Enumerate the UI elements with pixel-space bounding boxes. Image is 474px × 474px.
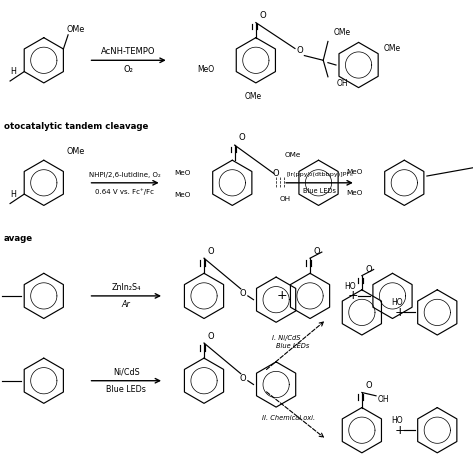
Text: Blue LEDs: Blue LEDs bbox=[303, 188, 336, 194]
Text: OMe: OMe bbox=[334, 28, 351, 37]
Text: HO: HO bbox=[344, 282, 356, 291]
Text: Blue LEDs: Blue LEDs bbox=[276, 343, 310, 349]
Text: O: O bbox=[314, 247, 320, 256]
Text: O: O bbox=[208, 332, 214, 341]
Text: OMe: OMe bbox=[384, 45, 401, 54]
Text: I. Ni/CdS: I. Ni/CdS bbox=[272, 335, 301, 341]
Text: O: O bbox=[208, 247, 214, 256]
Text: H: H bbox=[10, 67, 17, 76]
Text: MeO: MeO bbox=[346, 169, 363, 175]
Text: avage: avage bbox=[4, 234, 33, 243]
Text: [Ir(ppy)₂(dtbbpy)]PF₆: [Ir(ppy)₂(dtbbpy)]PF₆ bbox=[286, 172, 353, 177]
Text: O₂: O₂ bbox=[124, 65, 134, 74]
Text: AcNH-TEMPO: AcNH-TEMPO bbox=[101, 47, 156, 56]
Text: +: + bbox=[347, 290, 358, 302]
Text: OMe: OMe bbox=[245, 91, 262, 100]
Text: II. Chemical oxi.: II. Chemical oxi. bbox=[262, 415, 315, 421]
Text: O: O bbox=[365, 382, 372, 391]
Text: MeO: MeO bbox=[174, 170, 191, 176]
Text: MeO: MeO bbox=[174, 191, 191, 198]
Text: O: O bbox=[240, 289, 246, 298]
Text: ZnIn₂S₄: ZnIn₂S₄ bbox=[111, 283, 141, 292]
Text: O: O bbox=[296, 46, 303, 55]
Text: Ni/CdS: Ni/CdS bbox=[113, 368, 140, 377]
Text: MeO: MeO bbox=[346, 190, 363, 196]
Text: O: O bbox=[273, 169, 280, 178]
Text: OH: OH bbox=[280, 196, 291, 202]
Text: NHPI/2,6-lutidine, O₂: NHPI/2,6-lutidine, O₂ bbox=[89, 172, 161, 178]
Text: OH: OH bbox=[336, 79, 348, 88]
Text: +: + bbox=[276, 290, 287, 302]
Text: +: + bbox=[394, 424, 405, 437]
Text: HO: HO bbox=[391, 416, 402, 425]
Text: OMe: OMe bbox=[66, 147, 84, 156]
Text: OMe: OMe bbox=[66, 25, 84, 34]
Text: O: O bbox=[240, 374, 246, 383]
Text: O: O bbox=[365, 265, 372, 274]
Text: MeO: MeO bbox=[197, 65, 214, 74]
Text: 0.64 V vs. Fc⁺/Fc: 0.64 V vs. Fc⁺/Fc bbox=[95, 188, 155, 195]
Text: H: H bbox=[10, 190, 17, 199]
Text: Blue LEDs: Blue LEDs bbox=[106, 385, 146, 394]
Text: O: O bbox=[260, 10, 266, 19]
Text: HO: HO bbox=[391, 299, 402, 308]
Text: OMe: OMe bbox=[284, 152, 301, 157]
Text: O: O bbox=[238, 133, 245, 142]
Text: +: + bbox=[394, 306, 405, 319]
Text: otocatalytic tandem cleavage: otocatalytic tandem cleavage bbox=[4, 122, 148, 131]
Text: Ar: Ar bbox=[122, 300, 131, 309]
Text: OH: OH bbox=[377, 394, 389, 403]
